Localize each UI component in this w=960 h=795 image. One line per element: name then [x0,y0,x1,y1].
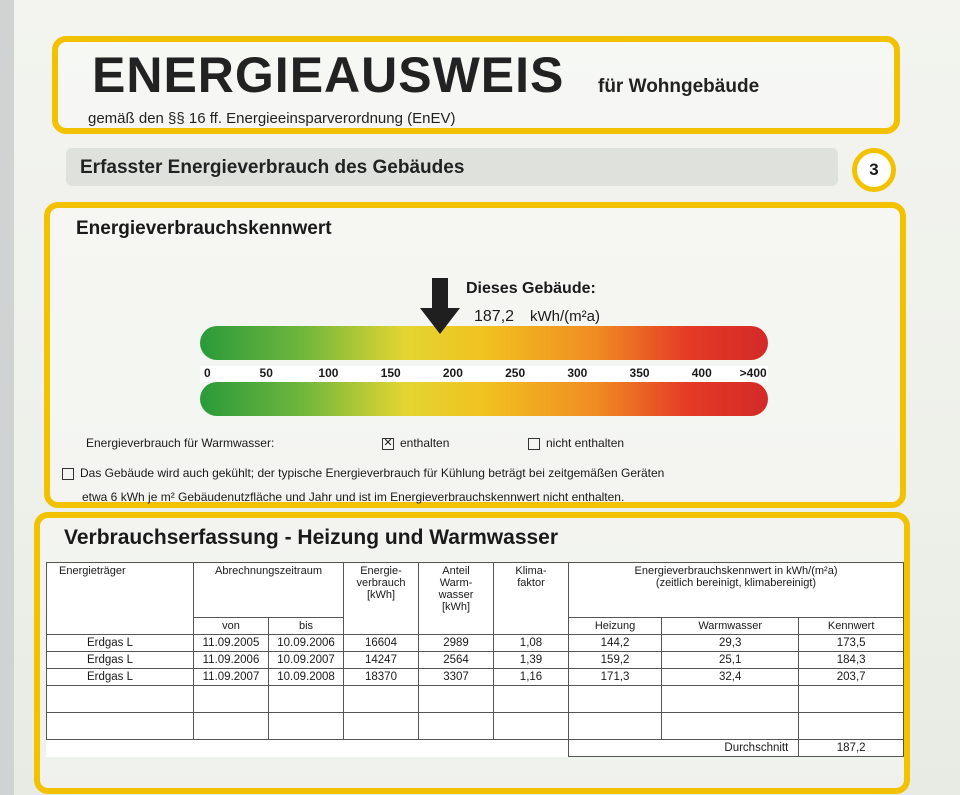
consumption-table: Energieträger Abrechnungszeitraum Energi… [46,562,904,757]
verbrauch-panel: Verbrauchserfassung - Heizung und Warmwa… [34,512,910,794]
col-klimafaktor: Klima-faktor [493,562,569,635]
document-subtitle: für Wohngebäude [598,76,760,97]
scale-tick-label: 400 [691,366,712,380]
cooling-text-line1: Das Gebäude wird auch gekühlt; der typis… [80,466,665,480]
table-row-empty [46,712,904,740]
enthalten-option[interactable]: ✕ enthalten [382,436,449,450]
section-header: Erfasster Energieverbrauch des Gebäudes [66,148,838,186]
cooling-checkbox[interactable] [62,467,74,480]
col-kennwert-group: Energieverbrauchskennwert in kWh/(m²a) (z… [568,562,904,618]
energy-scale-bar-top [200,326,768,360]
kennwert-title: Energieverbrauchskennwert [76,218,332,239]
col-von: von [193,617,269,635]
col-bis: bis [268,617,344,635]
building-unit: kWh/(m²a) [530,308,600,325]
enthalten-checkbox[interactable]: ✕ [382,436,394,450]
section-title: Erfasster Energieverbrauch des Gebäudes [80,157,465,178]
table-row: Erdgas L 11.09.2007 10.09.2008 18370 3307 1,1… [46,668,904,686]
scale-tick-label: >400 [739,366,767,380]
building-value: 187,2 [474,308,515,325]
table-row: Erdgas L 11.09.2006 10.09.2007 14247 2564 1,3… [46,651,904,669]
scale-tick-label: 250 [505,366,526,380]
verbrauch-title: Verbrauchserfassung - Heizung und Warmwa… [64,526,559,549]
col-warmwasser: Warmwasser [661,617,800,635]
document-title: ENERGIEAUSWEIS [92,47,565,103]
scale-tick-label: 150 [380,366,401,380]
durchschnitt-label: Durchschnitt [567,739,800,757]
scale-tick-label: 350 [629,366,650,380]
table-row: Erdgas L 11.09.2005 10.09.2006 16604 2989 1,0… [46,634,904,652]
scale-tick-label: 50 [259,366,273,380]
scale-tick-label: 100 [318,366,339,380]
scale-tick-label: 200 [442,366,463,380]
cooling-option[interactable]: Das Gebäude wird auch gekühlt; der typis… [62,466,664,480]
col-heizung: Heizung [567,617,663,635]
col-energieverbrauch: Energie-verbrauch [kWh] [343,562,419,635]
nicht-enthalten-label: nicht enthalten [546,436,625,450]
col-abrechnungszeitraum: Abrechnungszeitraum [193,562,344,618]
arrow-down-icon [420,278,460,334]
cooling-text-line2: etwa 6 kWh je m² Gebäudenutzfläche und J… [82,490,625,504]
col-energietraeger: Energieträger [46,562,194,635]
scale-tick-label: 300 [567,366,588,380]
kennwert-panel: Energieverbrauchskennwert Dieses Gebäude… [44,202,906,508]
scale-tick-label: 0 [204,366,211,380]
enthalten-label: enthalten [400,436,450,450]
page-number-badge: 3 [852,148,896,192]
durchschnitt-row: Durchschnitt 187,2 [47,739,904,757]
durchschnitt-value: 187,2 [798,739,904,757]
nicht-enthalten-option[interactable]: nicht enthalten [528,436,624,450]
legal-basis-text: gemäß den §§ 16 ff. Energieeinsparverord… [88,110,456,127]
table-row-empty [46,685,904,713]
warmwasser-label: Energieverbrauch für Warmwasser: [86,436,275,450]
nicht-enthalten-checkbox[interactable] [528,437,540,450]
energy-scale-bar-bottom [200,382,768,416]
col-anteil-warmwasser: Anteil Warm-wasser [kWh] [418,562,494,635]
header-frame: ENERGIEAUSWEIS für Wohngebäude gemäß den… [52,36,900,134]
col-kennwert: Kennwert [798,617,904,635]
building-label: Dieses Gebäude: [466,280,596,297]
energy-scale-ticks: 0 50 100 150 200 250 300 350 400 >400 [200,366,768,382]
